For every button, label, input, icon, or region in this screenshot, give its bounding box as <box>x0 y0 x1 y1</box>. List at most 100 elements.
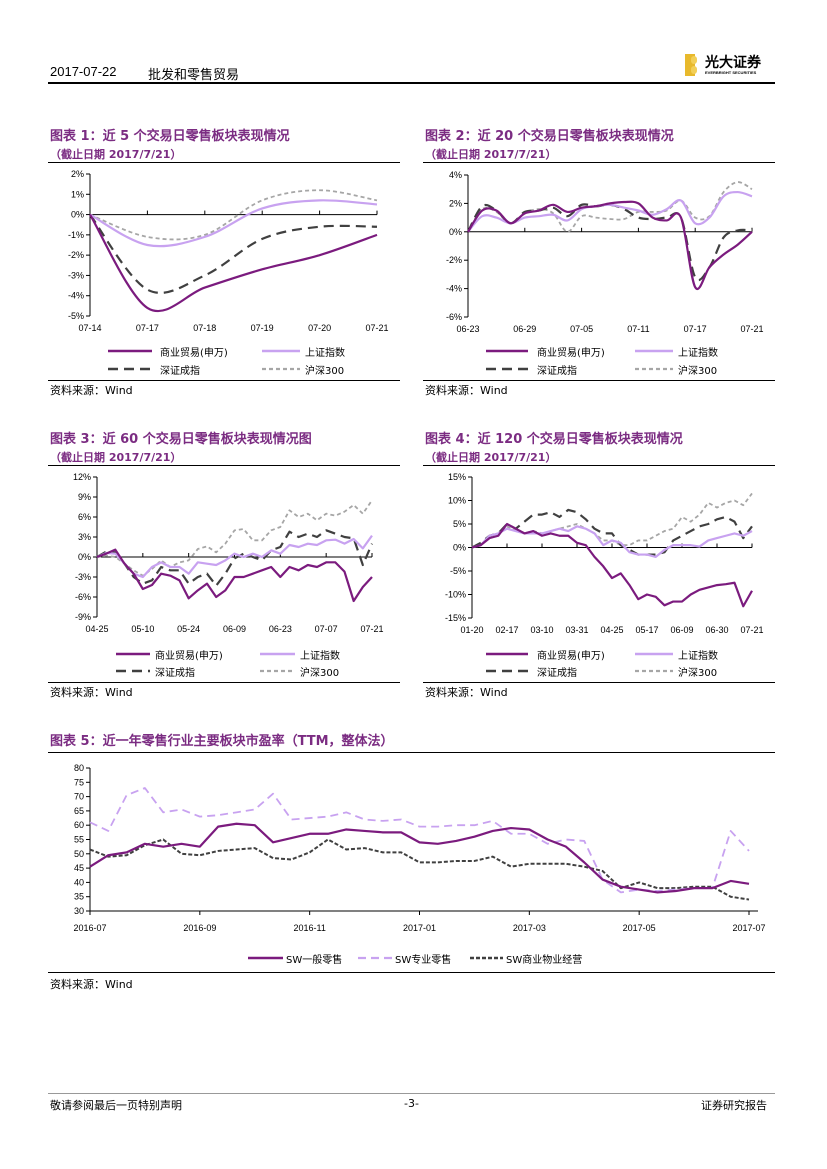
y-tick-label: -1% <box>68 230 84 240</box>
chart3-source: 资料来源：Wind <box>50 686 133 699</box>
chart5-plot: 80 75 70 65 60 55 50 45 40 35 30 2016-07 2016-09 2016… <box>73 763 766 960</box>
x-tick-label: 07-19 <box>251 323 274 333</box>
x-tick-label: 2017-03 <box>513 923 546 933</box>
y-tick-label: 12% <box>73 472 91 482</box>
x-tick-label: 2017-01 <box>403 923 436 933</box>
chart3-title: 图表 3：近 60 个交易日零售板块表现情况图 <box>50 432 312 447</box>
x-tick-label: 07-20 <box>308 323 331 333</box>
header-industry: 批发和零售贸易 <box>148 67 240 82</box>
series-line-1 <box>89 213 378 313</box>
legend-label: SW商业物业经营 <box>506 955 583 966</box>
x-tick-label: 06-30 <box>705 625 728 635</box>
legend-label: 商业贸易(申万) <box>537 651 605 662</box>
x-tick-label: 06-23 <box>456 324 479 334</box>
series-line-3 <box>89 838 750 901</box>
chart1-plot: 2% 1% 0% -1% -2% -3% -4% -5% 07-14 07-17 07-18 07-1… <box>68 169 389 371</box>
y-tick-label: 55 <box>74 835 84 845</box>
series-line-1 <box>96 548 373 603</box>
y-tick-label: 2% <box>71 169 84 179</box>
x-tick-label: 2017-07 <box>732 923 765 933</box>
y-tick-label: 1% <box>71 189 84 199</box>
x-tick-label: 05-24 <box>177 624 200 634</box>
legend-label: 深证成指 <box>160 366 200 377</box>
chart3-subtitle: （截止日期 2017/7/21） <box>50 451 182 464</box>
everbright-logo: 光大证券 EVERBRIGHT SECURITIES <box>683 52 778 78</box>
y-tick-label: 30 <box>74 906 84 916</box>
chart4-title: 图表 4：近 120 个交易日零售板块表现情况 <box>425 432 683 447</box>
y-tick-label: 9% <box>78 492 91 502</box>
legend-label: SW专业零售 <box>395 955 452 966</box>
x-tick-label: 2016-07 <box>73 923 106 933</box>
chart4-subtitle: （截止日期 2017/7/21） <box>425 451 557 464</box>
x-tick-label: 06-29 <box>513 324 536 334</box>
chart2-title: 图表 2：近 20 个交易日零售板块表现情况 <box>425 129 674 144</box>
series-line-2 <box>471 525 753 558</box>
legend-label: 商业贸易(申万) <box>160 348 228 359</box>
chart1-subtitle: （截止日期 2017/7/21） <box>50 148 182 161</box>
x-tick-label: 07-17 <box>684 324 707 334</box>
x-tick-label: 07-05 <box>570 324 593 334</box>
y-tick-label: 45 <box>74 863 84 873</box>
series-line-2 <box>89 787 750 894</box>
legend-label: 深证成指 <box>537 366 577 377</box>
y-tick-label: -4% <box>446 284 462 294</box>
series-line-1 <box>89 822 750 894</box>
series-line-2 <box>467 190 753 233</box>
x-tick-label: 06-23 <box>269 624 292 634</box>
chart3-bottom-rule <box>48 682 400 683</box>
x-tick-label: 07-17 <box>136 323 159 333</box>
legend-label: 上证指数 <box>300 651 340 662</box>
legend-label: 商业贸易(申万) <box>537 348 605 359</box>
y-tick-label: 60 <box>74 820 84 830</box>
chart4-source: 资料来源：Wind <box>425 686 508 699</box>
x-tick-label: 07-14 <box>78 323 101 333</box>
chart1-source: 资料来源：Wind <box>50 384 133 397</box>
series-line-1 <box>471 522 753 608</box>
y-tick-label: -9% <box>75 612 91 622</box>
y-tick-label: -3% <box>68 270 84 280</box>
y-tick-label: -15% <box>445 613 466 623</box>
y-tick-label: 35 <box>74 892 84 902</box>
chart5-bottom-rule <box>48 972 775 973</box>
y-tick-label: -5% <box>450 566 466 576</box>
legend-label: 沪深300 <box>678 668 718 679</box>
x-tick-label: 06-09 <box>223 624 246 634</box>
chart3-plot: 12% 9% 6% 3% 0% -3% -6% -9% 04-25 05-10 05-24 06-09… <box>73 472 384 673</box>
chart3-top-rule <box>48 465 400 466</box>
logo-subtext: EVERBRIGHT SECURITIES <box>705 70 757 75</box>
y-tick-label: -2% <box>446 255 462 265</box>
legend-label: 上证指数 <box>678 348 718 359</box>
x-tick-label: 07-11 <box>627 324 649 334</box>
series-line-1 <box>467 200 753 291</box>
legend-label: 沪深300 <box>305 366 345 377</box>
y-tick-label: 4% <box>449 170 462 180</box>
chart1-title: 图表 1：近 5 个交易日零售板块表现情况 <box>50 129 290 144</box>
y-tick-label: 65 <box>74 806 84 816</box>
chart2-plot: 4% 2% 0% -2% -4% -6% 06-23 06-29 07-05 07-11 07-17… <box>446 170 764 371</box>
y-tick-label: -10% <box>445 590 466 600</box>
footer-disclaimer: 敬请参阅最后一页特别声明 <box>50 1099 182 1112</box>
logo-text: 光大证券 <box>705 55 761 71</box>
legend-label: 深证成指 <box>537 668 577 679</box>
chart1-top-rule <box>48 162 400 163</box>
legend-label: 上证指数 <box>678 651 718 662</box>
series-line-4 <box>89 189 378 241</box>
y-tick-label: -6% <box>75 592 91 602</box>
x-tick-label: 01-20 <box>460 625 483 635</box>
chart5-source: 资料来源：Wind <box>50 978 133 991</box>
y-tick-label: 70 <box>74 792 84 802</box>
y-tick-label: 80 <box>74 763 84 773</box>
y-tick-label: 10% <box>448 496 466 506</box>
chart2-subtitle: （截止日期 2017/7/21） <box>425 148 557 161</box>
y-tick-label: 15% <box>448 472 466 482</box>
x-tick-label: 2016-11 <box>293 923 325 933</box>
y-tick-label: -6% <box>446 312 462 322</box>
y-tick-label: 50 <box>74 849 84 859</box>
legend-label: 上证指数 <box>305 348 345 359</box>
y-tick-label: 40 <box>74 877 84 887</box>
legend-label: 沪深300 <box>678 366 718 377</box>
chart5-top-rule <box>48 752 775 753</box>
chart4-bottom-rule <box>423 682 775 683</box>
chart4-plot: 15% 10% 5% 0% -5% -10% -15% 01-20 02-17 03-10 03-3… <box>445 472 764 673</box>
